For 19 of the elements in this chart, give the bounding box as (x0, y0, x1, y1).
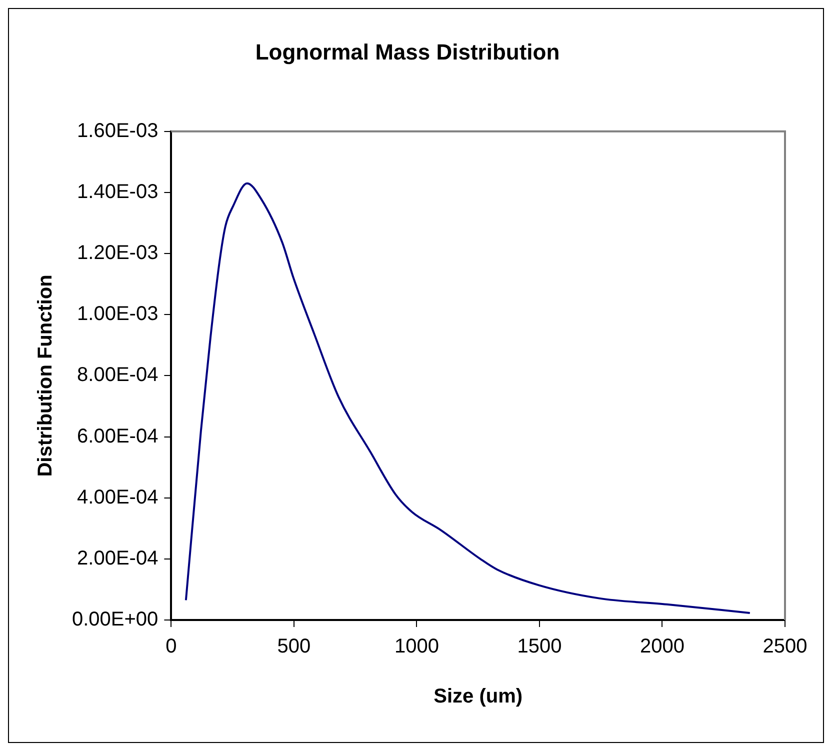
x-axis-title: Size (um) (434, 686, 523, 708)
y-tick-label: 8.00E-04 (77, 364, 158, 386)
y-tick-label: 1.00E-03 (77, 303, 158, 326)
x-tick-label: 2500 (762, 636, 808, 658)
y-tick-label: 6.00E-04 (77, 425, 158, 448)
x-tick-label: 0 (166, 636, 177, 658)
x-tick-label: 1500 (517, 636, 562, 658)
y-tick-label: 1.20E-03 (77, 242, 158, 264)
x-tick-label: 2000 (640, 636, 684, 658)
y-tick-label: 4.00E-04 (77, 486, 158, 508)
y-tick-label: 0.00E+00 (72, 608, 158, 631)
y-tick-label: 1.40E-03 (77, 180, 158, 203)
y-tick-label: 1.60E-03 (77, 120, 158, 142)
x-tick-label: 500 (277, 636, 311, 658)
y-axis-title: Distribution Function (34, 274, 57, 477)
x-tick-label: 1000 (394, 636, 439, 658)
line-series (184, 182, 751, 614)
y-tick-label: 2.00E-04 (77, 547, 158, 570)
chart-title: Lognormal Mass Distribution (255, 39, 560, 64)
